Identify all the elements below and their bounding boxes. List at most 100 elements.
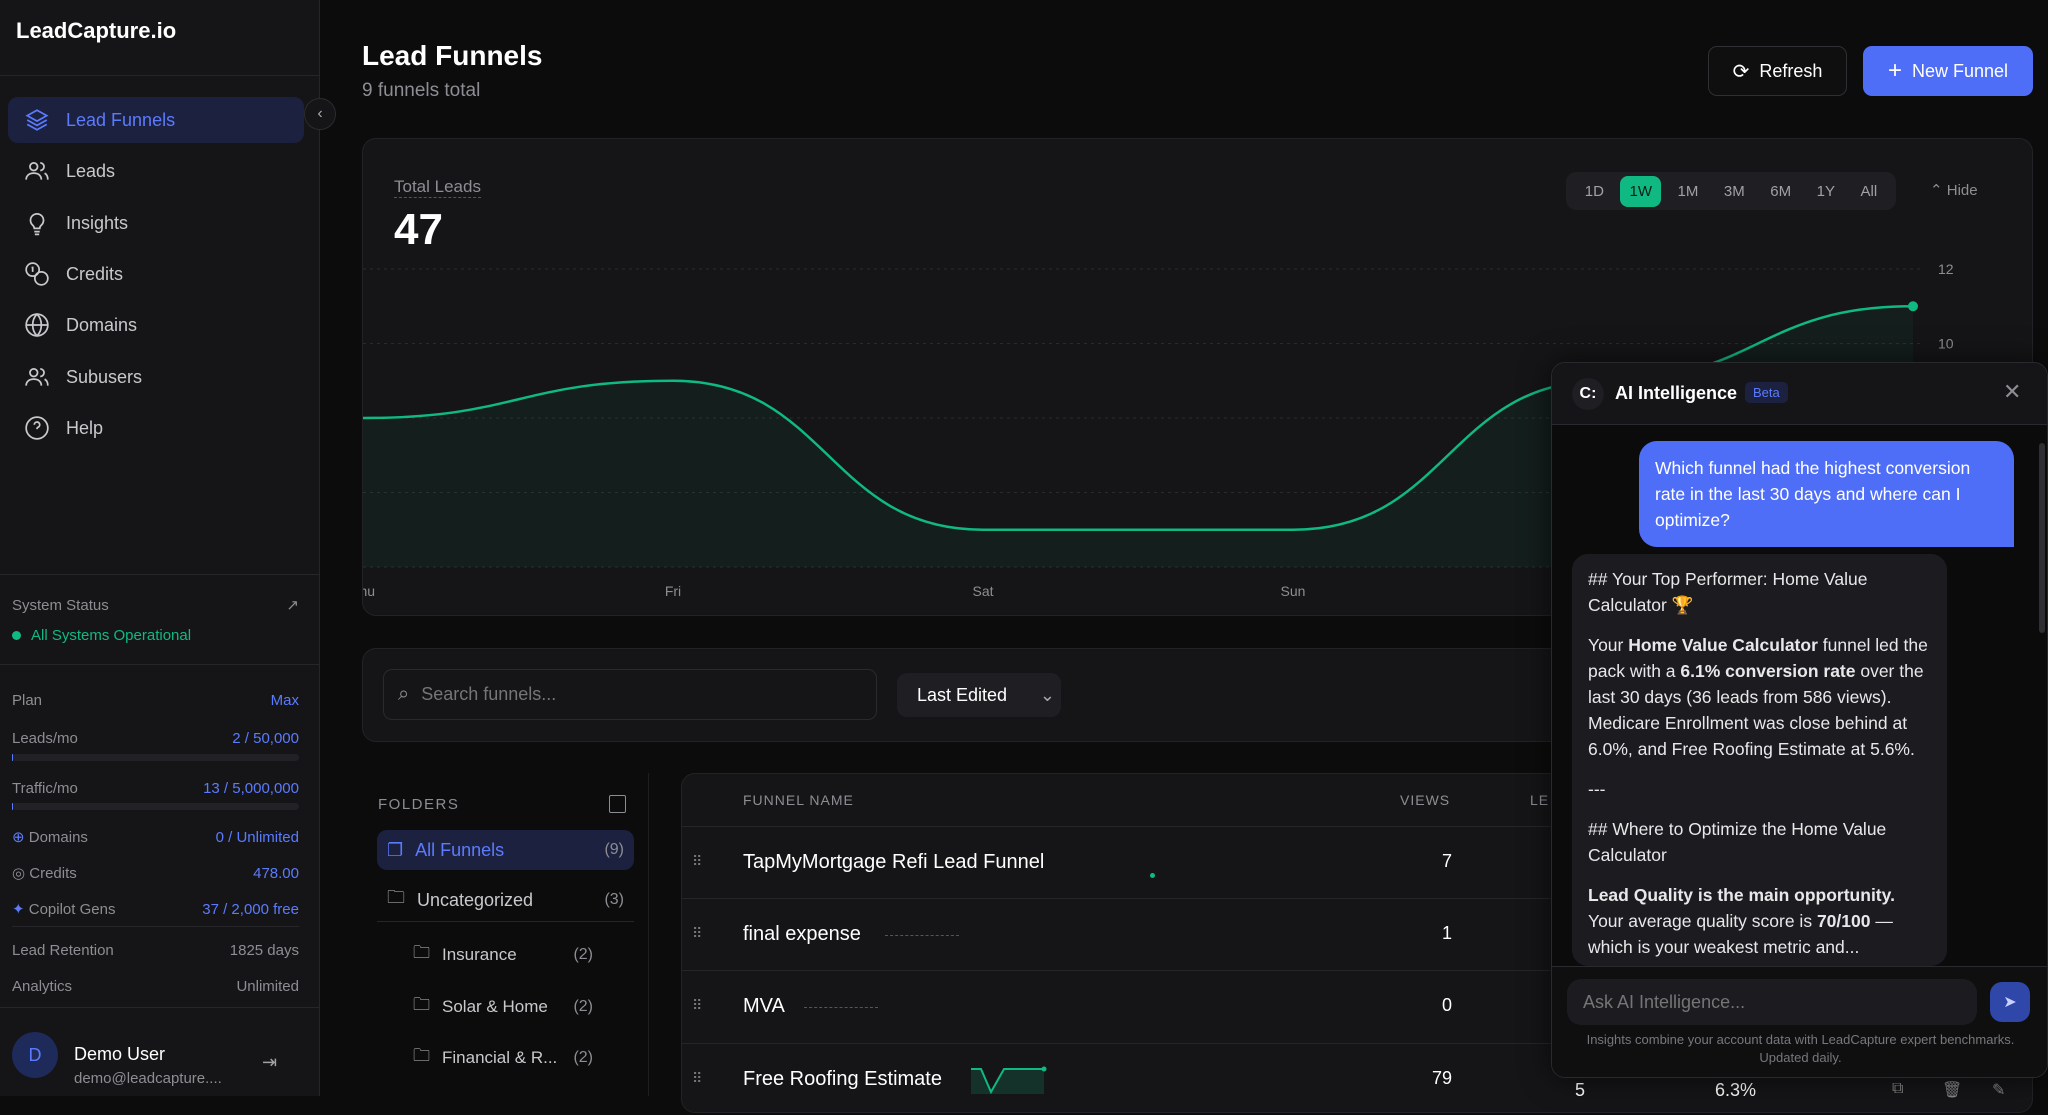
table-row[interactable]: ⠿ TapMyMortgage Refi Lead Funnel 7 bbox=[682, 826, 2032, 898]
table-row[interactable]: ⠿ final expense 1 bbox=[682, 898, 2032, 970]
x-tick-label: Sat bbox=[972, 583, 993, 599]
beta-badge: Beta bbox=[1745, 382, 1788, 403]
scrollbar[interactable] bbox=[2039, 443, 2045, 633]
sidebar-item-label: Leads bbox=[66, 160, 116, 181]
domains-row: ⊕ Domains 0 / Unlimited bbox=[12, 828, 299, 847]
folder-solar-home[interactable]: 🗀 Solar & Home (2) bbox=[413, 992, 593, 1021]
range-3m[interactable]: 3M bbox=[1723, 182, 1745, 200]
range-1d[interactable]: 1D bbox=[1584, 182, 1604, 200]
collapse-folders-icon[interactable] bbox=[609, 795, 626, 813]
sidebar-item-leads[interactable]: Leads bbox=[8, 148, 304, 194]
sort-select[interactable]: Last Edited ⌄ bbox=[897, 673, 1061, 717]
page-subtitle: 9 funnels total bbox=[362, 80, 481, 101]
domains-value: 0 / Unlimited bbox=[215, 828, 299, 846]
search-input[interactable]: ⌕ bbox=[383, 669, 877, 720]
avatar[interactable]: D bbox=[12, 1032, 58, 1078]
column-header-views[interactable]: VIEWS bbox=[1400, 792, 1451, 808]
folder-name: Financial & R... bbox=[442, 1047, 558, 1067]
x-tick-label: Sun bbox=[1281, 583, 1306, 599]
traffic-progress-bar bbox=[12, 803, 299, 810]
folder-count: (2) bbox=[573, 945, 593, 963]
coins-icon: ◎ bbox=[12, 865, 26, 882]
sparkline bbox=[971, 1066, 1047, 1094]
text-bold: Lead Quality is the main opportunity. bbox=[1588, 885, 1895, 905]
range-1y[interactable]: 1Y bbox=[1816, 182, 1835, 200]
range-all[interactable]: All bbox=[1860, 182, 1878, 200]
sidebar-item-label: Credits bbox=[66, 263, 124, 284]
traffic-progress-fill bbox=[12, 803, 13, 810]
ai-chat-input[interactable] bbox=[1567, 979, 1977, 1025]
sidebar-item-help[interactable]: Help bbox=[8, 405, 304, 451]
folder-all-funnels[interactable]: ❐ All Funnels (9) bbox=[377, 830, 634, 870]
folder-insurance[interactable]: 🗀 Insurance (2) bbox=[413, 940, 593, 969]
x-tick-label: Thu bbox=[363, 583, 375, 599]
help-circle-icon bbox=[25, 416, 49, 440]
range-1m[interactable]: 1M bbox=[1677, 182, 1699, 200]
leads-value: 5 bbox=[1575, 1080, 1586, 1100]
folder-name: Solar & Home bbox=[442, 996, 548, 1016]
views-value: 79 bbox=[1431, 1068, 1452, 1088]
edit-icon[interactable]: ✎ bbox=[1992, 1082, 2006, 1099]
analytics-row: Analytics Unlimited bbox=[12, 978, 299, 995]
send-button[interactable]: ➤ bbox=[1990, 982, 2030, 1022]
hide-chart-button[interactable]: ⌃ Hide bbox=[1930, 181, 1978, 199]
range-1w[interactable]: 1W bbox=[1620, 175, 1661, 207]
sparkline bbox=[1150, 873, 1155, 878]
folder-financial[interactable]: 🗀 Financial & R... (2) bbox=[413, 1043, 593, 1072]
sidebar-item-lead-funnels[interactable]: Lead Funnels bbox=[8, 97, 304, 143]
status-text: All Systems Operational bbox=[31, 627, 192, 644]
leads-label: Leads/mo bbox=[12, 730, 78, 747]
drag-handle-icon[interactable]: ⠿ bbox=[692, 1070, 702, 1086]
table-row[interactable]: ⠿ MVA 0 bbox=[682, 970, 2032, 1042]
sidebar-item-domains[interactable]: Domains bbox=[8, 302, 304, 348]
logout-icon[interactable]: ⇥ bbox=[262, 1052, 278, 1072]
sidebar-item-credits[interactable]: Credits bbox=[8, 251, 304, 297]
leads-progress-bar bbox=[12, 754, 299, 761]
retention-row: Lead Retention 1825 days bbox=[12, 942, 299, 959]
delete-icon[interactable]: 🗑 bbox=[1942, 1082, 1963, 1099]
collapse-sidebar-button[interactable]: ‹ bbox=[304, 98, 336, 130]
send-icon: ➤ bbox=[2003, 994, 2017, 1011]
chevron-left-icon: ‹ bbox=[317, 105, 323, 122]
ai-footer-note: Insights combine your account data with … bbox=[1586, 1032, 2015, 1065]
funnel-name[interactable]: Free Roofing Estimate bbox=[743, 1068, 942, 1090]
folder-uncategorized[interactable]: 🗀 Uncategorized (3) bbox=[387, 885, 624, 915]
search-field[interactable] bbox=[421, 684, 822, 705]
range-6m[interactable]: 6M bbox=[1770, 182, 1792, 200]
globe-icon: ⊕ bbox=[12, 829, 25, 846]
refresh-button[interactable]: ⟳ Refresh bbox=[1708, 46, 1847, 96]
credits-label-wrap: ◎ Credits bbox=[12, 864, 77, 882]
sparkline bbox=[885, 935, 959, 936]
new-funnel-button[interactable]: + New Funnel bbox=[1863, 46, 2033, 96]
funnel-name[interactable]: TapMyMortgage Refi Lead Funnel bbox=[743, 851, 1045, 873]
views-value: 7 bbox=[1441, 851, 1452, 871]
drag-handle-icon[interactable]: ⠿ bbox=[692, 853, 702, 869]
y-tick-label: 10 bbox=[1938, 336, 1954, 352]
sidebar-item-subusers[interactable]: Subusers bbox=[8, 354, 304, 400]
user-message: Which funnel had the highest conversion … bbox=[1639, 441, 2014, 547]
duplicate-icon[interactable]: ⧉ bbox=[1892, 1080, 1904, 1097]
text-bold: Home Value Calculator bbox=[1628, 635, 1818, 655]
retention-value: 1825 days bbox=[229, 942, 299, 959]
funnel-name[interactable]: MVA bbox=[743, 995, 785, 1017]
logo: LeadCapture.io bbox=[16, 18, 177, 43]
column-header-leads[interactable]: LE bbox=[1530, 792, 1550, 808]
drag-handle-icon[interactable]: ⠿ bbox=[692, 925, 702, 941]
plan-label: Plan bbox=[12, 692, 43, 709]
copilot-label-wrap: ✦ Copilot Gens bbox=[12, 900, 115, 918]
sidebar-item-insights[interactable]: Insights bbox=[8, 200, 304, 246]
credits-row: ◎ Credits 478.00 bbox=[12, 864, 299, 883]
divider bbox=[0, 1007, 320, 1008]
folder-icon: 🗀 bbox=[413, 943, 430, 962]
external-link-icon[interactable]: ↗ bbox=[286, 597, 299, 614]
area-fill bbox=[363, 306, 1913, 567]
chevron-down-icon: ⌄ bbox=[1039, 684, 1055, 705]
folder-count: (9) bbox=[604, 841, 624, 858]
table-row[interactable]: ⠿ Free Roofing Estimate 79 5 6.3% ⧉ 🗑 ✎ bbox=[682, 1043, 2032, 1115]
close-icon[interactable]: ✕ bbox=[2003, 379, 2022, 404]
assistant-message: ## Your Top Performer: Home Value Calcul… bbox=[1572, 554, 1947, 966]
funnel-name[interactable]: final expense bbox=[743, 923, 861, 945]
globe-icon bbox=[25, 312, 49, 338]
column-header-name[interactable]: FUNNEL NAME bbox=[743, 792, 854, 808]
drag-handle-icon[interactable]: ⠿ bbox=[692, 997, 702, 1013]
